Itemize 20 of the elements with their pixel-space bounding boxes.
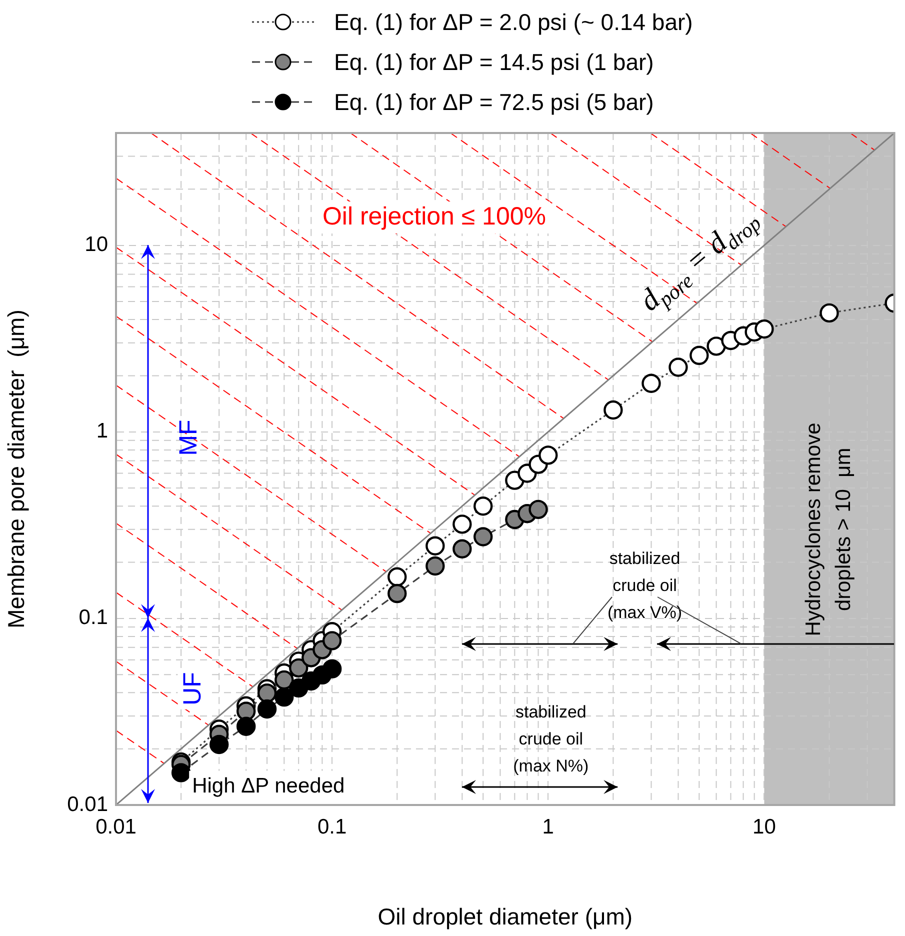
annotation: stabilized crude oil (max V%): [607, 548, 682, 622]
annotation: stabilized crude oil (max N%): [513, 702, 589, 776]
annotation: High ΔP needed: [192, 774, 345, 798]
annotation: UF: [178, 672, 207, 706]
y-tick-label: 1: [96, 420, 108, 443]
legend-label: Eq. (1) for ΔP = 2.0 psi (~ 0.14 bar): [334, 8, 693, 36]
y-axis-title: Membrane pore diameter (μm): [3, 310, 30, 628]
x-tick-label: 0.1: [317, 815, 347, 838]
band-label: Hydrocyclones remove droplets > 10 μm: [802, 422, 856, 636]
annotation: Oil rejection ≤ 100%: [322, 202, 546, 230]
x-axis-title: Oil droplet diameter (μm): [378, 904, 633, 930]
y-tick-label: 0.1: [78, 606, 108, 630]
legend-label: Eq. (1) for ΔP = 14.5 psi (1 bar): [334, 48, 654, 76]
y-tick-label: 10: [84, 233, 108, 256]
annotation: MF: [174, 420, 202, 456]
y-tick-label: 0.01: [67, 792, 108, 816]
x-tick-label: 1: [542, 815, 554, 838]
legend-label: Eq. (1) for ΔP = 72.5 psi (5 bar): [334, 88, 654, 116]
annotation: dpore = ddrop: [633, 211, 766, 318]
x-tick-label: 10: [752, 815, 776, 838]
